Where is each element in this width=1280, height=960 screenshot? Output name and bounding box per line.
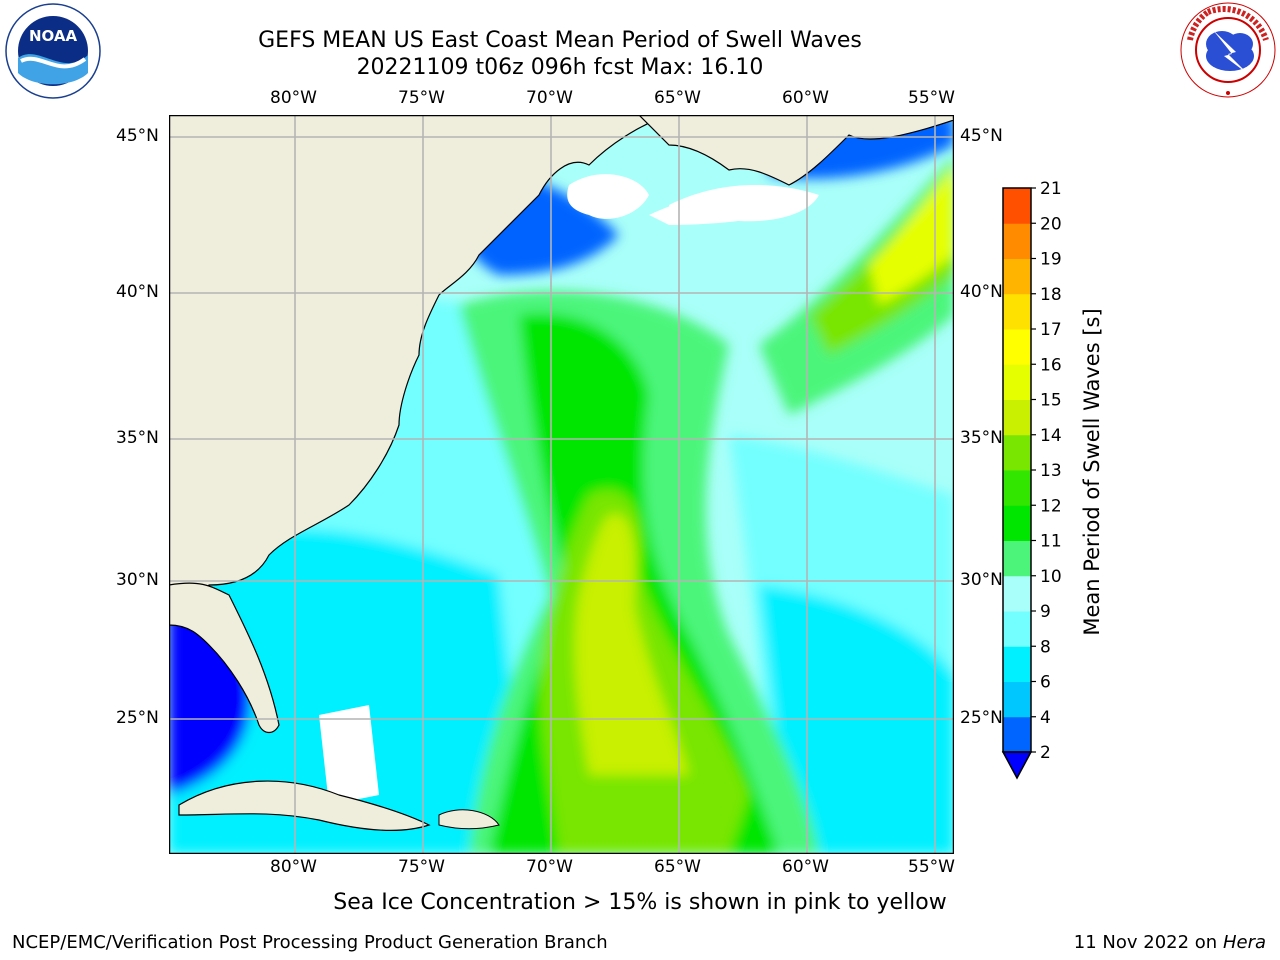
lat-label-left-25n: 25°N — [116, 708, 159, 728]
colorbar-tick-label: 2 — [1040, 743, 1051, 763]
map-frame — [168, 114, 955, 855]
lon-label-bottom-80w: 80°W — [270, 857, 317, 877]
colorbar-segment — [1003, 258, 1031, 295]
lat-label-left-45n: 45°N — [116, 126, 159, 146]
colorbar-segment — [1003, 681, 1031, 718]
colorbar-segment — [1003, 611, 1031, 647]
map-title: GEFS MEAN US East Coast Mean Period of S… — [258, 28, 862, 53]
lat-label-right-40n: 40°N — [960, 282, 1003, 302]
colorbar-tick-label: 19 — [1040, 250, 1062, 270]
lon-label-bottom-65w: 65°W — [654, 857, 701, 877]
colorbar-tick-label: 9 — [1040, 602, 1051, 622]
colorbar-tick-label: 17 — [1040, 320, 1062, 340]
land-canada — [638, 115, 954, 186]
colorbar-tick-label: 12 — [1040, 496, 1062, 516]
lon-label-bottom-60w: 60°W — [782, 857, 829, 877]
date-text: 11 Nov 2022 on — [1073, 932, 1218, 953]
lon-label-top-70w: 70°W — [526, 88, 573, 108]
colorbar-tick-label: 4 — [1040, 708, 1051, 728]
land-us — [169, 115, 670, 590]
colorbar-tick-label: 10 — [1040, 567, 1062, 587]
host-text: Hera — [1222, 932, 1266, 953]
lon-label-top-60w: 60°W — [782, 88, 829, 108]
colorbar-segment — [1003, 293, 1031, 330]
colorbar-tick-label: 6 — [1040, 673, 1051, 693]
colorbar-tick-label: 20 — [1040, 214, 1062, 234]
lon-label-top-75w: 75°W — [398, 88, 445, 108]
colorbar-tick-label: 18 — [1040, 285, 1062, 305]
colorbar-tick-label: 14 — [1040, 426, 1062, 446]
lon-label-bottom-75w: 75°W — [398, 857, 445, 877]
colorbar-tick-label: 8 — [1040, 637, 1051, 657]
colorbar-segment — [1003, 434, 1031, 471]
lon-label-bottom-55w: 55°W — [908, 857, 955, 877]
colorbar: 2 4 6 8 9 10 11 12 13 14 15 16 17 18 19 20 21 — [995, 179, 1065, 780]
sea-ice-note: Sea Ice Concentration > 15% is shown in … — [333, 890, 947, 915]
lat-label-left-40n: 40°N — [116, 282, 159, 302]
swell-period-field — [169, 115, 954, 854]
lat-label-right-35n: 35°N — [960, 428, 1003, 448]
land-cuba — [178, 780, 431, 832]
colorbar-tick-label: 11 — [1040, 532, 1062, 552]
lat-label-right-30n: 30°N — [960, 570, 1003, 590]
lon-label-top-65w: 65°W — [654, 88, 701, 108]
colorbar-segment — [1003, 646, 1031, 682]
svg-text:NOAA: NOAA — [29, 27, 78, 45]
colorbar-segment — [1003, 329, 1031, 365]
lat-label-right-45n: 45°N — [960, 126, 1003, 146]
lat-label-right-25n: 25°N — [960, 708, 1003, 728]
credit-text: NCEP/EMC/Verification Post Processing Pr… — [12, 932, 608, 953]
map-subtitle: 20221109 t06z 096h fcst Max: 16.10 — [356, 55, 764, 80]
colorbar-segment — [1003, 188, 1031, 224]
colorbar-label: Mean Period of Swell Waves [s] — [1080, 308, 1104, 636]
colorbar-segment — [1003, 505, 1031, 541]
lat-label-left-30n: 30°N — [116, 570, 159, 590]
colorbar-segment — [1003, 470, 1031, 506]
colorbar-segment — [1003, 540, 1031, 577]
colorbar-tick-label: 15 — [1040, 391, 1062, 411]
graticule — [169, 115, 954, 854]
date-stamp: 11 Nov 2022 on Hera — [1074, 932, 1266, 953]
lon-label-top-55w: 55°W — [908, 88, 955, 108]
lon-label-top-80w: 80°W — [270, 88, 317, 108]
swell-period-map — [168, 114, 955, 855]
colorbar-extend-triangle — [1001, 751, 1033, 780]
lon-label-bottom-70w: 70°W — [526, 857, 573, 877]
lat-label-left-35n: 35°N — [116, 428, 159, 448]
colorbar-label-box: Mean Period of Swell Waves [s] — [1072, 190, 1112, 770]
colorbar-segment — [1003, 364, 1031, 400]
colorbar-segment — [1003, 575, 1031, 612]
colorbar-segment — [1003, 223, 1031, 259]
noaa-logo: NOAA — [3, 3, 103, 99]
colorbar-segment — [1003, 399, 1031, 436]
colorbar-tick-label: 13 — [1040, 461, 1062, 481]
colorbar-segment — [1003, 716, 1031, 753]
colorbar-tick-label: 21 — [1040, 180, 1062, 199]
nws-logo — [1178, 0, 1278, 100]
land-florida — [169, 582, 280, 734]
colorbar-tick-label: 16 — [1040, 355, 1062, 375]
